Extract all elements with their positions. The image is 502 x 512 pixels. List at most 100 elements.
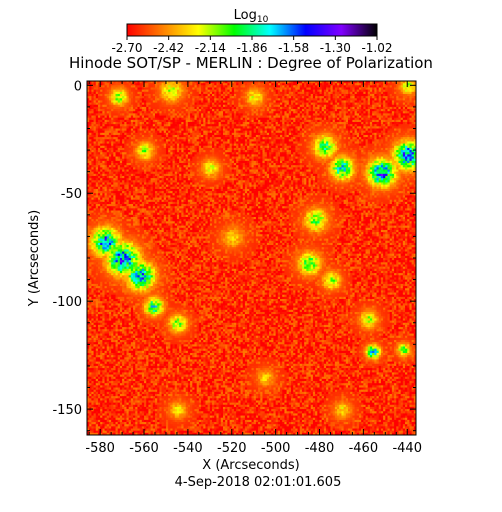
heatmap-cell — [390, 111, 393, 114]
heatmap-cell — [96, 133, 99, 136]
heatmap-cell — [396, 116, 399, 119]
heatmap-cell — [184, 100, 187, 103]
heatmap-cell — [118, 135, 121, 138]
heatmap-cell — [109, 94, 112, 97]
heatmap-cell — [252, 146, 255, 149]
heatmap-cell — [133, 139, 136, 142]
heatmap-cell — [280, 126, 283, 129]
heatmap-cell — [383, 126, 386, 129]
heatmap-cell — [100, 133, 103, 136]
heatmap-cell — [205, 105, 208, 108]
heatmap-cell — [370, 128, 373, 131]
heatmap-cell — [265, 94, 268, 97]
heatmap-cell — [113, 131, 116, 134]
heatmap-cell — [311, 137, 314, 140]
heatmap-cell — [159, 100, 162, 103]
heatmap-cell — [387, 120, 390, 123]
heatmap-cell — [146, 146, 149, 149]
heatmap-cell — [311, 131, 314, 134]
heatmap-cell — [173, 107, 176, 110]
heatmap-cell — [179, 113, 182, 116]
heatmap-cell — [140, 96, 143, 99]
heatmap-cell — [159, 124, 162, 127]
heatmap-cell — [289, 118, 292, 121]
heatmap-cell — [409, 116, 412, 119]
heatmap-cell — [190, 103, 193, 106]
heatmap-cell — [175, 128, 178, 131]
heatmap-cell — [249, 116, 252, 119]
heatmap-cell — [111, 146, 114, 149]
heatmap-cell — [186, 148, 189, 151]
heatmap-cell — [326, 144, 329, 147]
heatmap-cell — [392, 109, 395, 112]
heatmap-cell — [124, 118, 127, 121]
heatmap-cell — [241, 100, 244, 103]
heatmap-cell — [381, 111, 384, 114]
heatmap-cell — [111, 122, 114, 125]
heatmap-cell — [355, 133, 358, 136]
heatmap-cell — [153, 120, 156, 123]
heatmap-cell — [137, 152, 140, 155]
heatmap-cell — [317, 133, 320, 136]
heatmap-cell — [137, 94, 140, 97]
heatmap-cell — [230, 144, 233, 147]
heatmap-cell — [269, 120, 272, 123]
heatmap-cell — [214, 150, 217, 153]
heatmap-cell — [166, 137, 169, 140]
heatmap-cell — [311, 150, 314, 153]
heatmap-cell — [284, 144, 287, 147]
heatmap-cell — [363, 131, 366, 134]
heatmap-cell — [298, 124, 301, 127]
heatmap-cell — [146, 120, 149, 123]
heatmap-cell — [339, 126, 342, 129]
heatmap-cell — [394, 135, 397, 138]
heatmap-cell — [151, 94, 154, 97]
heatmap-cell — [223, 94, 226, 97]
heatmap-cell — [298, 120, 301, 123]
heatmap-cell — [302, 126, 305, 129]
heatmap-cell — [269, 116, 272, 119]
heatmap-cell — [188, 107, 191, 110]
heatmap-cell — [234, 111, 237, 114]
heatmap-cell — [278, 144, 281, 147]
heatmap-cell — [357, 128, 360, 131]
heatmap-cell — [201, 109, 204, 112]
heatmap-cell — [113, 118, 116, 121]
heatmap-cell — [120, 109, 123, 112]
heatmap-cell — [370, 100, 373, 103]
heatmap-cell — [175, 133, 178, 136]
heatmap-cell — [313, 92, 316, 95]
heatmap-cell — [208, 107, 211, 110]
heatmap-cell — [256, 107, 259, 110]
heatmap-cell — [333, 131, 336, 134]
heatmap-cell — [249, 111, 252, 114]
heatmap-cell — [146, 98, 149, 101]
heatmap-cell — [159, 85, 162, 88]
heatmap-cell — [271, 98, 274, 101]
heatmap-cell — [131, 131, 134, 134]
heatmap-cell — [260, 83, 263, 86]
heatmap-cell — [190, 118, 193, 121]
heatmap-cell — [317, 137, 320, 140]
heatmap-cell — [381, 144, 384, 147]
heatmap-cell — [287, 96, 290, 99]
heatmap-cell — [317, 139, 320, 142]
heatmap-cell — [300, 94, 303, 97]
heatmap-cell — [265, 98, 268, 101]
heatmap-cell — [392, 96, 395, 99]
heatmap-cell — [269, 87, 272, 90]
heatmap-cell — [148, 94, 151, 97]
heatmap-cell — [181, 144, 184, 147]
heatmap-cell — [348, 124, 351, 127]
heatmap-cell — [236, 111, 239, 114]
heatmap-cell — [328, 139, 331, 142]
heatmap-cell — [381, 146, 384, 149]
heatmap-cell — [330, 94, 333, 97]
heatmap-cell — [186, 116, 189, 119]
heatmap-cell — [387, 96, 390, 99]
heatmap-cell — [232, 150, 235, 153]
heatmap-cell — [131, 122, 134, 125]
heatmap-cell — [346, 122, 349, 125]
heatmap-cell — [91, 107, 94, 110]
heatmap-cell — [258, 94, 261, 97]
